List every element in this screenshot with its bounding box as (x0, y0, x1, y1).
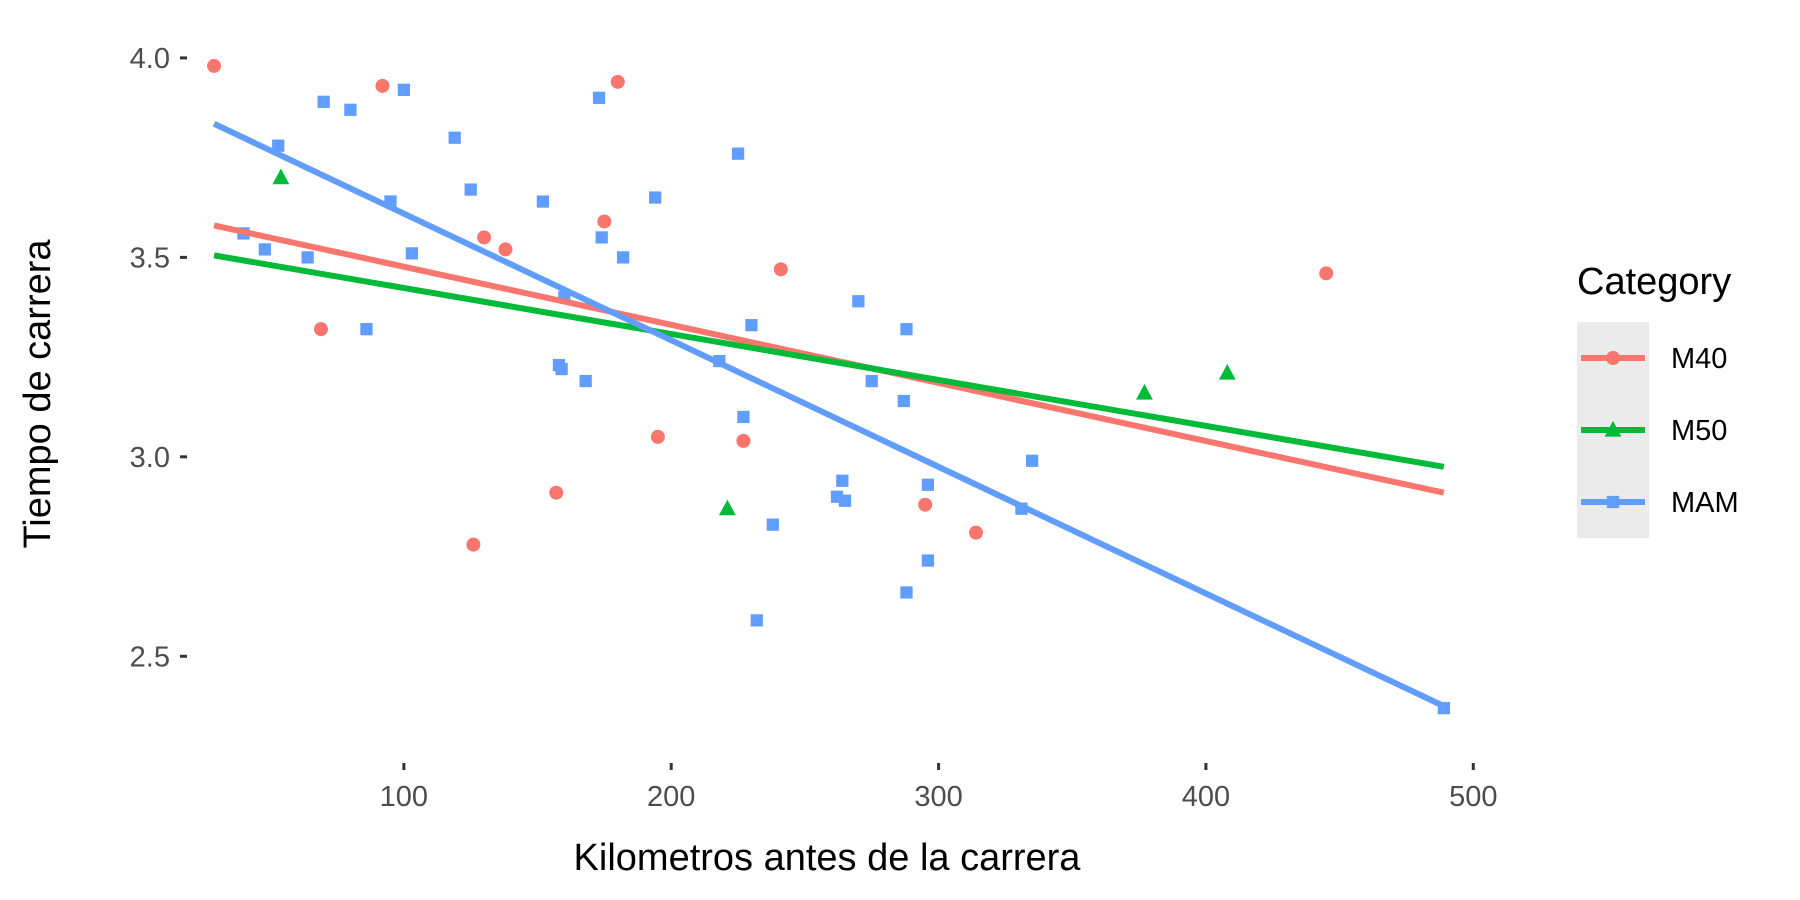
x-tick-label: 300 (914, 781, 962, 813)
data-point-mam (448, 131, 461, 144)
data-point-m40 (207, 58, 222, 73)
data-point-m50 (1136, 383, 1153, 400)
data-point-m40 (498, 242, 513, 257)
legend-label-m50: M50 (1671, 415, 1727, 447)
data-point-mam (405, 247, 419, 260)
legend-marker-m50 (1604, 420, 1622, 437)
data-point-mam (921, 478, 935, 491)
x-tick-label: 100 (380, 781, 428, 813)
data-point-mam (836, 474, 849, 487)
plot-area (207, 58, 1450, 715)
legend-items: M40 M50 MAM (1581, 343, 1739, 519)
y-tick-label: 3.0 (130, 442, 170, 474)
x-axis-title: Kilometros antes de la carrera (574, 837, 1082, 879)
data-point-mam (921, 554, 935, 567)
y-axis: 2.5 3.0 3.5 4.0 (130, 43, 187, 673)
data-point-mam (865, 374, 878, 388)
data-point-mam (397, 83, 411, 96)
y-tick-label: 2.5 (130, 641, 170, 673)
data-point-mam (360, 323, 373, 336)
data-point-mam (737, 410, 750, 424)
data-point-mam (258, 243, 271, 256)
data-point-mam (317, 95, 330, 108)
legend-item-m50: M50 (1581, 415, 1727, 447)
legend-title: Category (1577, 261, 1731, 303)
legend-label-m40: M40 (1671, 343, 1727, 375)
y-tick-label: 3.5 (130, 242, 170, 274)
data-point-m40 (597, 214, 612, 229)
data-point-mam (745, 319, 758, 332)
data-point-m50 (718, 499, 736, 516)
legend-label-mam: MAM (1671, 487, 1739, 519)
data-point-mam (838, 494, 852, 507)
data-point-mam (555, 362, 568, 376)
series-m50-points (272, 168, 1236, 516)
x-tick-label: 200 (647, 781, 695, 813)
data-point-mam (852, 295, 865, 308)
data-point-m40 (375, 78, 390, 93)
trend-line-m50 (213, 252, 1445, 470)
x-tick-label: 400 (1182, 781, 1230, 813)
data-point-m40 (314, 322, 328, 337)
data-point-m40 (466, 537, 481, 552)
legend-marker-m40 (1606, 351, 1620, 365)
series-mam-points (237, 83, 1450, 715)
series-m40-points (207, 58, 1334, 552)
data-point-mam (579, 374, 592, 388)
y-axis-title: Tiempo de carrera (17, 239, 59, 549)
data-point-mam (464, 183, 477, 196)
data-point-mam (592, 91, 606, 104)
data-point-mam (649, 191, 662, 204)
data-point-mam (1026, 454, 1039, 467)
data-point-m40 (736, 433, 751, 448)
data-point-mam (900, 323, 913, 336)
data-point-m50 (272, 168, 290, 185)
legend-item-m40: M40 (1581, 343, 1727, 375)
data-point-mam (900, 586, 913, 599)
data-point-mam (536, 195, 550, 208)
y-tick-label: 4.0 (130, 43, 170, 75)
data-point-m40 (969, 525, 983, 540)
data-point-mam (344, 103, 357, 116)
legend-item-mam: MAM (1581, 487, 1739, 519)
data-point-mam (897, 394, 910, 408)
data-point-mam (766, 518, 779, 531)
data-point-mam (272, 139, 285, 152)
data-point-m40 (610, 74, 625, 89)
x-tick-label: 500 (1449, 781, 1497, 813)
data-point-m40 (650, 429, 665, 444)
data-point-m40 (477, 230, 492, 245)
data-point-mam (750, 614, 763, 627)
data-point-m40 (549, 485, 564, 500)
x-axis: 100 200 300 400 500 (380, 763, 1497, 813)
data-point-mam (595, 231, 608, 244)
data-point-mam (731, 147, 745, 160)
data-point-mam (301, 251, 314, 264)
legend-marker-mam (1606, 495, 1620, 509)
data-point-m40 (918, 497, 933, 512)
data-point-m40 (1319, 266, 1334, 281)
trend-line-mam (212, 121, 1446, 709)
data-point-mam (616, 251, 630, 264)
data-point-m40 (773, 262, 788, 277)
legend: Category M40 M50 MAM (1577, 261, 1739, 538)
data-point-m50 (1218, 363, 1236, 380)
